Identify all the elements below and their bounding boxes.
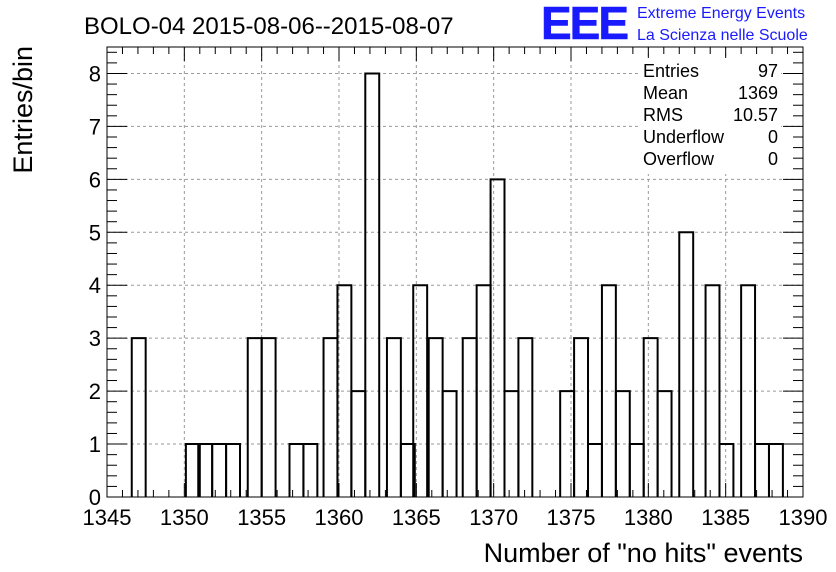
y-tick-label: 1 bbox=[89, 432, 101, 457]
x-tick-label: 1385 bbox=[701, 505, 750, 530]
histogram-bar bbox=[302, 443, 319, 497]
histogram-bar bbox=[130, 337, 147, 497]
stats-value: 10.57 bbox=[733, 105, 778, 125]
y-tick-label: 2 bbox=[89, 379, 101, 404]
y-axis-label: Entries/bin bbox=[8, 46, 38, 174]
y-tick-label: 7 bbox=[89, 114, 101, 139]
axis-ticks bbox=[106, 47, 804, 498]
x-tick-label: 1360 bbox=[315, 505, 364, 530]
histogram-bar bbox=[517, 337, 534, 497]
y-tick-label: 5 bbox=[89, 220, 101, 245]
histogram-bar bbox=[260, 337, 277, 497]
histogram-bar bbox=[225, 443, 242, 497]
x-tick-label: 1345 bbox=[83, 505, 132, 530]
x-axis-label: Number of "no hits" events bbox=[484, 538, 803, 568]
y-tick-label: 3 bbox=[89, 326, 101, 351]
stats-box-background bbox=[641, 58, 781, 174]
histogram-bar bbox=[718, 443, 735, 497]
histogram-bar bbox=[573, 337, 590, 497]
plot-frame bbox=[106, 46, 804, 498]
x-tick-labels: 1345 1350 1355 1360 1365 1370 1375 1380 1385 1390 bbox=[83, 505, 828, 530]
histogram-bar bbox=[489, 178, 506, 497]
y-tick-label: 6 bbox=[89, 167, 101, 192]
histogram-bar bbox=[385, 337, 402, 497]
y-tick-labels: 0 1 2 3 4 5 6 7 8 bbox=[89, 61, 101, 510]
x-tick-label: 1390 bbox=[779, 505, 828, 530]
histogram-bar bbox=[441, 390, 458, 497]
histogram-bar bbox=[767, 443, 784, 497]
stats-label: Overflow bbox=[643, 149, 715, 169]
x-tick-label: 1370 bbox=[469, 505, 518, 530]
y-tick-label: 8 bbox=[89, 61, 101, 86]
histogram-bar bbox=[184, 443, 201, 497]
chart-title: BOLO-04 2015-08-06--2015-08-07 bbox=[84, 13, 454, 40]
eee-logo: EEE Extreme Energy Events La Scienza nel… bbox=[541, 0, 808, 49]
histogram-bar bbox=[656, 390, 673, 497]
stats-rows: Entries 97 Mean 1369 RMS 10.57 Underflow 0 Overf… bbox=[643, 61, 778, 169]
x-tick-label: 1350 bbox=[160, 505, 209, 530]
stats-label: Entries bbox=[643, 61, 699, 81]
logo-mark: EEE bbox=[541, 0, 627, 49]
x-tick-label: 1380 bbox=[624, 505, 673, 530]
stats-value: 97 bbox=[758, 61, 778, 81]
x-tick-label: 1365 bbox=[392, 505, 441, 530]
histogram-bar bbox=[704, 284, 721, 497]
stats-box: Entries 97 Mean 1369 RMS 10.57 Underflow 0 Overf… bbox=[641, 58, 781, 174]
x-tick-label: 1355 bbox=[237, 505, 286, 530]
stats-label: Mean bbox=[643, 83, 688, 103]
histogram-bar bbox=[364, 72, 381, 497]
histogram-bar bbox=[399, 443, 416, 497]
logo-line-1: Extreme Energy Events bbox=[637, 5, 805, 22]
histogram-bar bbox=[678, 231, 695, 497]
logo-line-2: La Scienza nelle Scuole bbox=[637, 27, 808, 44]
histogram-bar bbox=[740, 284, 757, 497]
stats-label: Underflow bbox=[643, 127, 725, 147]
stats-label: RMS bbox=[643, 105, 683, 125]
y-tick-label: 4 bbox=[89, 273, 101, 298]
y-tick-label: 0 bbox=[89, 485, 101, 510]
x-tick-label: 1375 bbox=[547, 505, 596, 530]
stats-value: 0 bbox=[768, 127, 778, 147]
stats-value: 0 bbox=[768, 149, 778, 169]
histogram-bar bbox=[412, 284, 429, 497]
histogram-bars bbox=[130, 72, 784, 497]
stats-value: 1369 bbox=[738, 83, 778, 103]
